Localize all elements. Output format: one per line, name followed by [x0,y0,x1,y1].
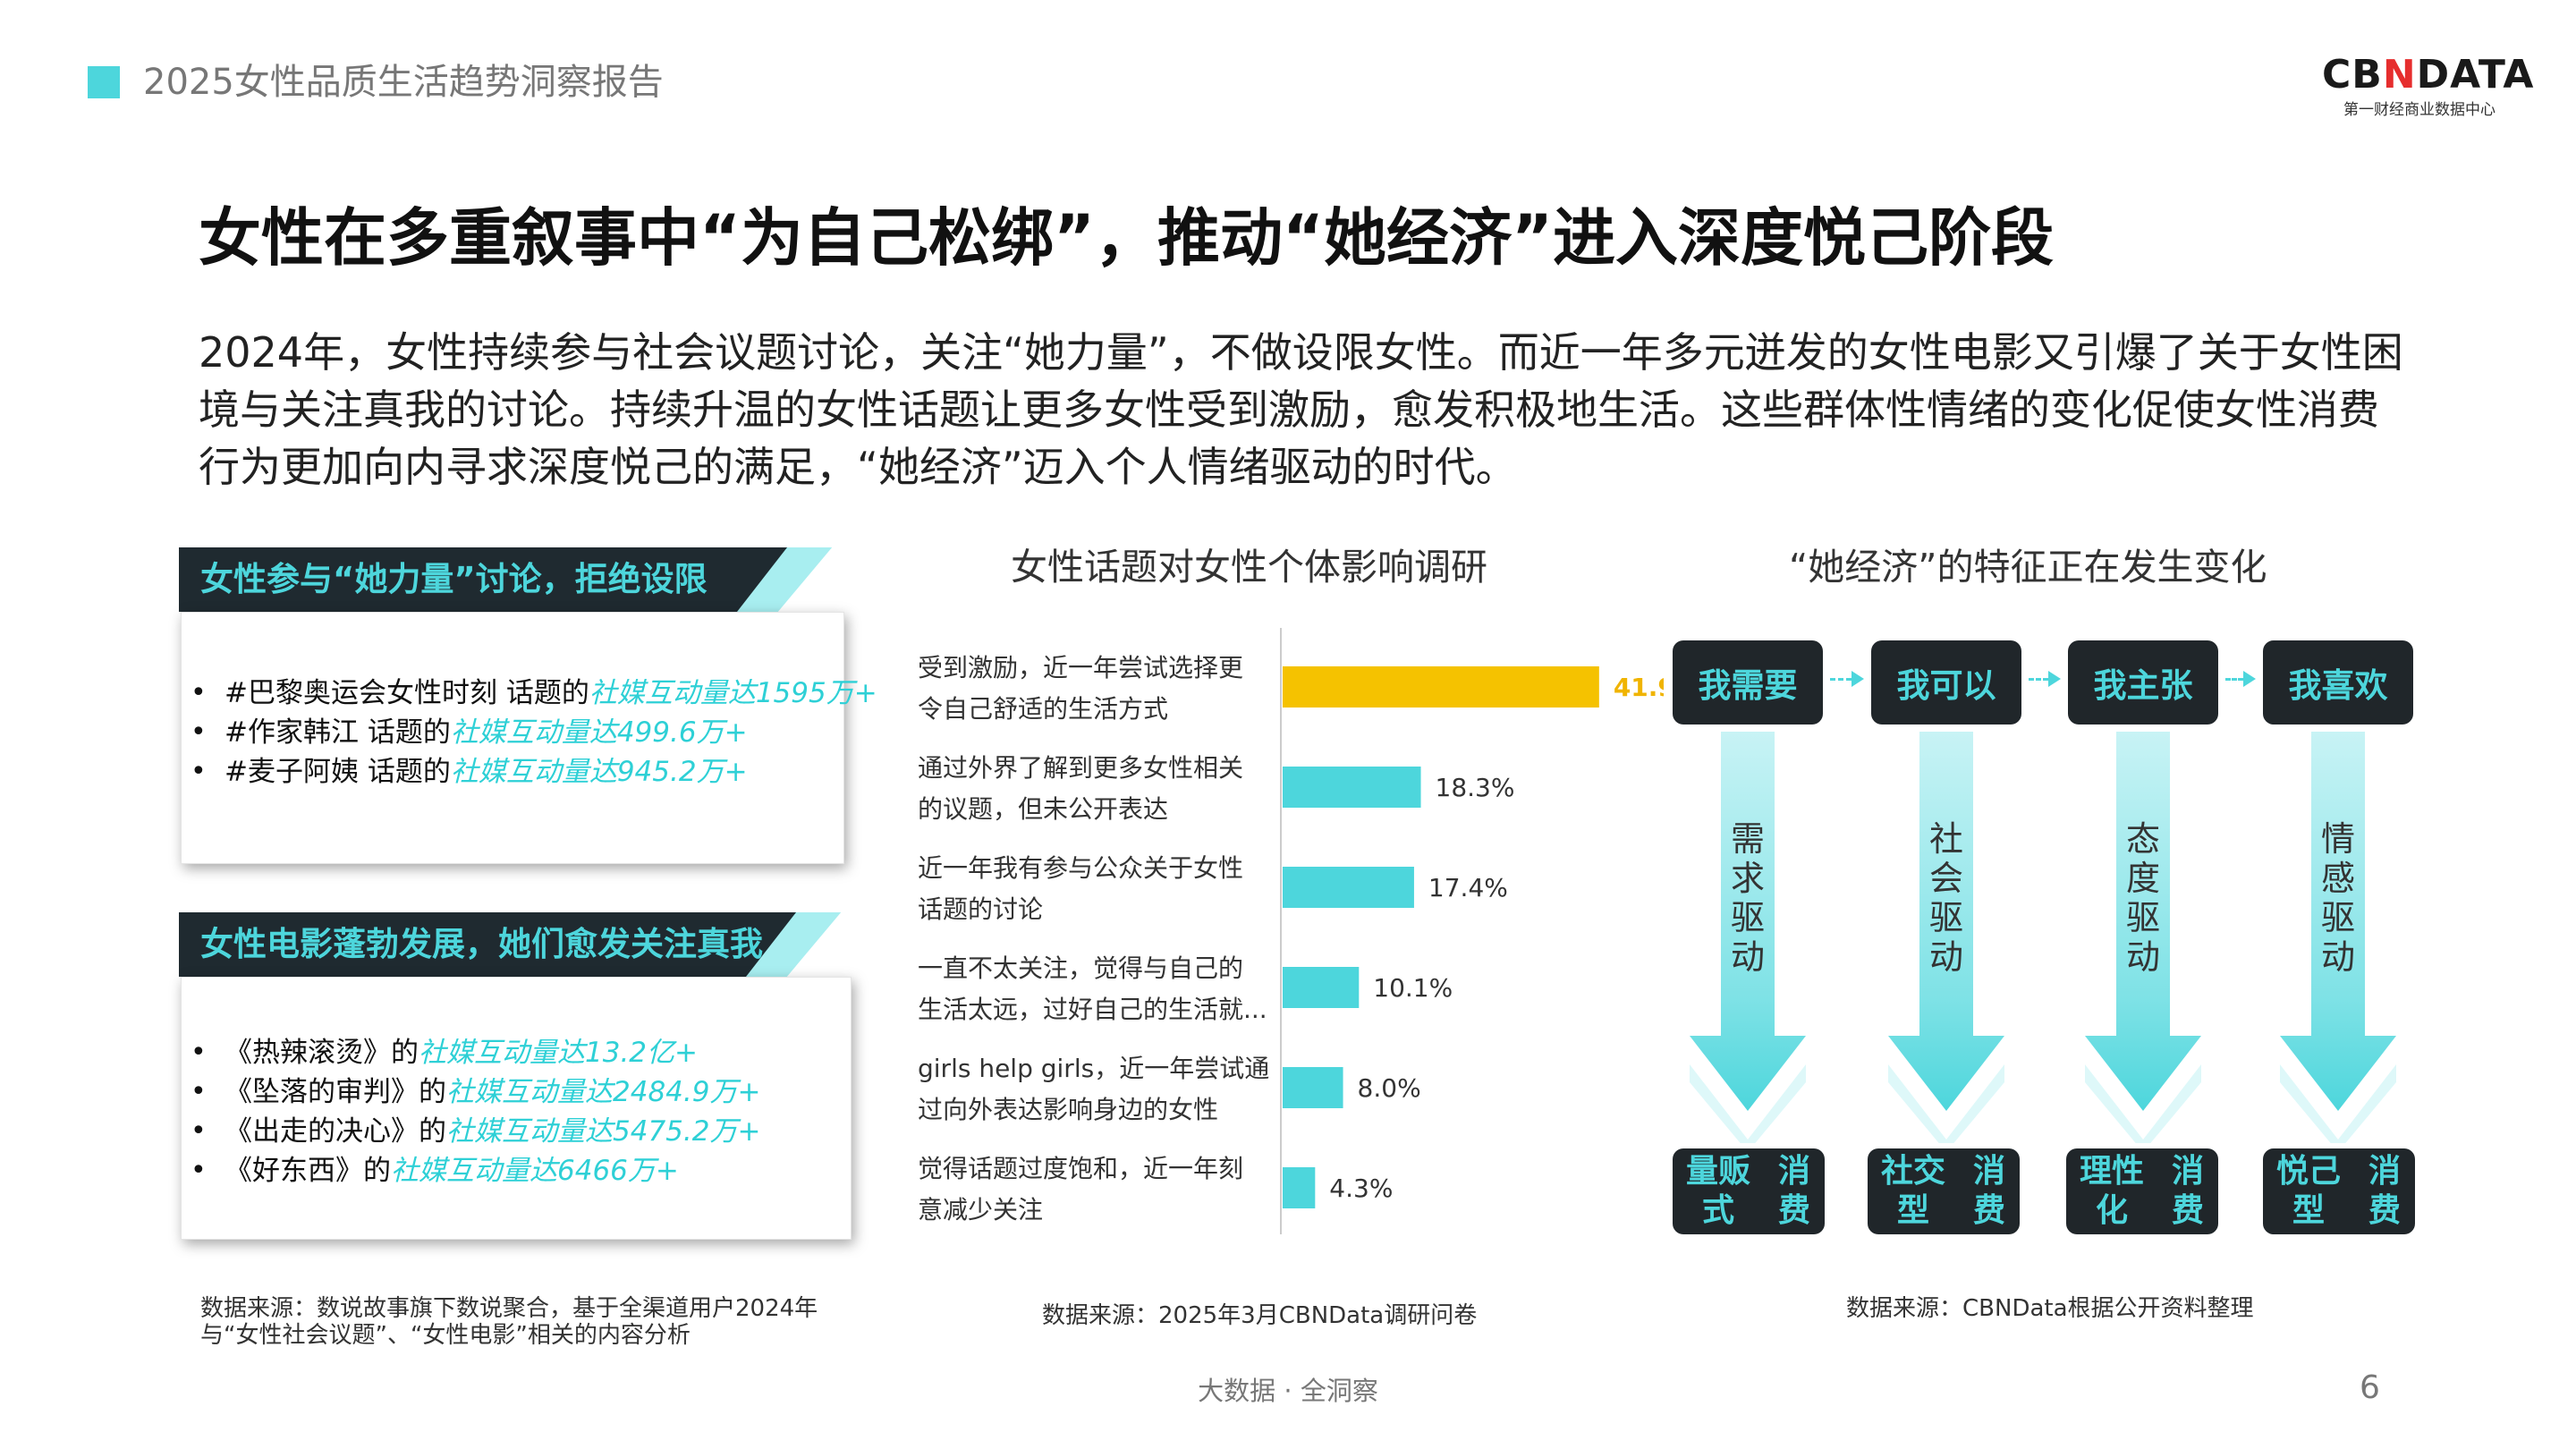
footer-slogan: 大数据 · 全洞察 [1198,1376,1378,1406]
source-note-left: 数据来源：数说故事旗下数说聚合，基于全渠道用户2024年与“女性社会议题”、“女… [200,1295,818,1349]
flow-top-box: 我需要 [1673,640,1823,724]
flow-connector [2225,678,2243,681]
category-label: 近一年我有参与公众关于女性 [918,853,1243,883]
logo-part-cb: CB [2322,52,2383,97]
category-label: 一直不太关注，觉得与自己的 [918,953,1243,983]
panel-tag-1-label: 女性参与“她力量”讨论，拒绝设限 [200,560,708,598]
panel-card-1: #巴黎奥运会女性时刻 话题的社媒互动量达1595万+ #作家韩江 话题的社媒互动… [181,612,877,864]
report-title: 2025女性品质生活趋势洞察报告 [143,62,664,103]
flow-drive-label: 需求驱动 [1730,819,1765,977]
bar [1283,767,1421,808]
list-item: #巴黎奥运会女性时刻 话题的社媒互动量达1595万+ [182,674,877,713]
source-note-middle: 数据来源：2025年3月CBNData调研问卷 [1042,1302,1478,1329]
panel-1-list: #巴黎奥运会女性时刻 话题的社媒互动量达1595万+ #作家韩江 话题的社媒互动… [182,674,877,792]
category-label: 受到激励，近一年尝试选择更 [918,653,1243,682]
chart-title: 女性话题对女性个体影响调研 [1011,546,1487,589]
category-label: 觉得话题过度饱和，近一年刻 [918,1154,1243,1183]
arrow-right-icon [2048,671,2061,687]
list-item: #作家韩江 话题的社媒互动量达499.6万+ [182,713,843,752]
logo-part-data: DATA [2416,52,2535,97]
list-item: 《出走的决心》的社媒互动量达5475.2万+ [182,1112,851,1151]
category-label: 生活太远，过好自己的生活就... [918,995,1267,1024]
flow-bottom-box: 社交型 消费 [1868,1148,2020,1234]
intro-paragraph: 2024年，女性持续参与社会议题讨论，关注“她力量”，不做设限女性。而近一年多元… [199,328,2403,491]
flow-top-box: 我可以 [1871,640,2021,724]
slide-title: 女性在多重叙事中“为自己松绑”，推动“她经济”进入深度悦己阶段 [199,201,2055,275]
panel-tag-2: 女性电影蓬勃发展，她们愈发关注真我 [179,912,842,977]
data-label: 4.3% [1329,1174,1393,1203]
list-item: 《好东西》的社媒互动量达6466万+ [182,1151,851,1191]
panel-2-list: 《热辣滚烫》的社媒互动量达13.2亿+ 《坠落的审判》的社媒互动量达2484.9… [182,1033,851,1191]
flow-title: “她经济”的特征正在发生变化 [1789,546,2267,589]
flow-connector [1830,678,1852,681]
arrow-right-icon [2243,671,2256,687]
down-arrow-icon [1888,732,2004,1143]
category-label: 通过外界了解到更多女性相关 [918,753,1243,783]
logo-subtitle: 第一财经商业数据中心 [2343,101,2496,119]
list-item: #麦子阿姨 话题的社媒互动量达945.2万+ [182,752,843,792]
flow-bottom-box: 量贩式 消费 [1673,1148,1825,1234]
data-label: 10.1% [1373,973,1453,1003]
bar [1283,867,1414,908]
flow-drive-label: 情感驱动 [2320,819,2355,977]
flow-top-box: 我喜欢 [2263,640,2413,724]
category-label: 意减少关注 [918,1195,1043,1224]
panel-tag-2-label: 女性电影蓬勃发展，她们愈发关注真我 [200,925,763,963]
down-arrow-icon [2280,732,2396,1143]
category-label: 令自己舒适的生活方式 [918,694,1168,724]
category-label: girls help girls，近一年尝试通 [918,1054,1269,1083]
header-accent-square [88,66,120,98]
category-label: 过向外表达影响身边的女性 [918,1095,1218,1124]
data-label: 8.0% [1358,1073,1421,1103]
category-label: 的议题，但未公开表达 [918,794,1168,824]
panel-tag-1: 女性参与“她力量”讨论，拒绝设限 [179,547,841,612]
list-item: 《坠落的审判》的社媒互动量达2484.9万+ [182,1072,851,1112]
category-label: 话题的讨论 [918,894,1043,924]
bar [1283,1167,1316,1208]
flow-bottom-box: 悦己型 消费 [2263,1148,2415,1234]
page-number: 6 [2360,1369,2380,1406]
flow-drive-label: 态度驱动 [2125,819,2160,977]
data-label: 18.3% [1436,773,1515,802]
flow-drive-label: 社会驱动 [1928,819,1963,977]
cbndata-logo: CBNDATA [2322,52,2534,98]
bar [1283,666,1599,708]
bar [1283,1067,1343,1108]
down-arrow-icon [1690,732,1806,1143]
flow-connector [2029,678,2048,681]
list-item: 《热辣滚烫》的社媒互动量达13.2亿+ [182,1033,851,1072]
logo-part-n: N [2382,52,2417,97]
down-arrow-icon [2085,732,2201,1143]
panel-card-2: 《热辣滚烫》的社媒互动量达13.2亿+ 《坠落的审判》的社媒互动量达2484.9… [181,977,852,1240]
arrow-right-icon [1852,671,1864,687]
data-label: 41.9% [1614,673,1664,702]
bar [1283,967,1360,1008]
source-note-right: 数据来源：CBNData根据公开资料整理 [1846,1295,2254,1322]
flow-bottom-box: 理性化 消费 [2066,1148,2218,1234]
flow-top-box: 我主张 [2068,640,2218,724]
data-label: 17.4% [1428,873,1508,902]
